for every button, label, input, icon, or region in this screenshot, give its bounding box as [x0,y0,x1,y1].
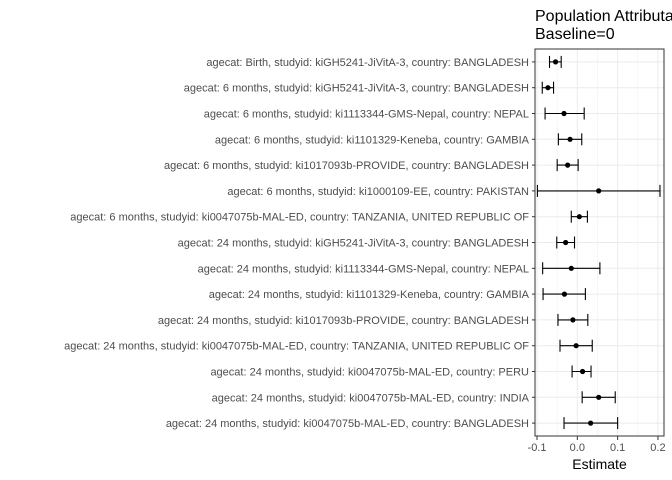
category-label: agecat: 24 months, studyid: kiGH5241-JiV… [178,238,529,250]
chart-title-line-2: Baseline=0 [535,26,615,43]
category-label: agecat: 6 months, studyid: ki1101329-Ken… [215,134,530,146]
point-estimate [561,110,567,117]
category-label: agecat: 24 months, studyid: ki0047075b-M… [212,392,530,404]
category-label: agecat: 24 months, studyid: ki1113344-GM… [198,263,529,275]
forest-row [557,133,583,146]
forest-row [544,107,585,120]
forest-row [570,210,588,223]
point-estimate [573,343,579,349]
forest-row [559,339,593,352]
point-estimate [561,291,568,297]
category-label: agecat: 6 months, studyid: ki0047075b-MA… [70,212,529,224]
x-tick-label: 0.0 [570,442,585,454]
x-tick-label: -0.1 [528,442,547,454]
category-label: agecat: 24 months, studyid: ki1017093b-P… [158,315,529,327]
forest-row [542,262,601,275]
x-tick-label: 0.1 [610,442,625,454]
category-label: agecat: Birth, studyid: kiGH5241-JiVitA-… [206,57,529,69]
point-estimate [552,59,559,65]
point-estimate [596,394,602,400]
category-label: agecat: 24 months, studyid: ki0047075b-M… [166,418,529,430]
forest-row [571,365,592,378]
forest-row [556,236,576,249]
x-axis: -0.1 0.0 0.1 0.2 [528,436,666,454]
point-estimate [567,136,573,142]
point-estimate [596,188,602,194]
forest-row [542,288,586,301]
point-estimate [588,420,594,426]
category-label: agecat: 24 months, studyid: ki1101329-Ke… [209,289,530,301]
point-estimate [568,265,574,271]
category-label: agecat: 6 months, studyid: ki1113344-GMS… [204,109,529,121]
category-label: agecat: 24 months, studyid: ki0047075b-M… [64,341,529,353]
point-estimate [570,317,576,323]
forest-row [541,81,555,94]
category-label: agecat: 6 months, studyid: ki1000109-EE,… [227,186,529,198]
x-axis-title: Estimate [572,456,627,472]
category-labels: agecat: Birth, studyid: kiGH5241-JiVitA-… [64,57,535,430]
point-estimate [579,368,586,375]
category-label: agecat: 24 months, studyid: ki0047075b-M… [210,367,529,379]
x-tick-label: 0.2 [650,442,665,454]
forest-row [581,391,616,404]
point-estimate [565,162,571,168]
category-label: agecat: 6 months, studyid: kiGH5241-JiVi… [184,83,529,95]
point-estimate [563,239,569,246]
forest-row [548,55,562,68]
forest-row [557,313,589,326]
forest-row [536,184,661,197]
chart-title-line-1: Population Attributable Difference [535,8,672,25]
forest-row [563,417,619,430]
point-estimate [576,214,582,220]
forest-row [556,159,579,172]
point-estimate [545,85,551,91]
category-label: agecat: 6 months, studyid: ki1017093b-PR… [164,160,529,172]
plot-marks [536,55,661,430]
